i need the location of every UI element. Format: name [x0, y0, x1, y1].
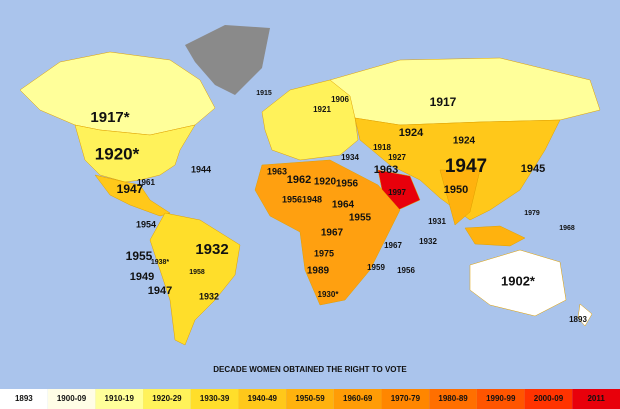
- legend-label: 1920-29: [152, 394, 182, 403]
- year-label: 1902*: [501, 273, 536, 288]
- legend-swatch: [0, 389, 48, 409]
- year-label: 1967: [321, 228, 344, 239]
- year-label: 1906: [331, 95, 349, 104]
- year-label: 1948: [302, 194, 322, 204]
- legend-label: 1893: [15, 394, 33, 403]
- legend-label: 1990-99: [486, 394, 516, 403]
- year-label: 1920: [314, 177, 337, 188]
- year-label: 1917: [430, 95, 457, 109]
- year-label: 1997: [388, 188, 406, 197]
- year-label: 1963: [267, 166, 287, 176]
- legend-label: 1940-49: [248, 394, 278, 403]
- year-label: 1950: [444, 184, 468, 196]
- legend-label: 1930-39: [200, 394, 230, 403]
- year-label: 1956: [397, 266, 415, 275]
- legend-label: 2011: [587, 394, 605, 403]
- year-label: 1947: [445, 156, 487, 177]
- year-label: 1932: [199, 291, 219, 301]
- greenland: [185, 25, 270, 95]
- year-label: 1930*: [318, 290, 340, 299]
- year-label: 1924: [399, 127, 424, 139]
- legend-swatch: [47, 389, 96, 409]
- legend-swatch: [572, 389, 620, 409]
- legend-swatch: [429, 389, 477, 409]
- legend-swatch: [238, 389, 287, 409]
- legend-label: 2000-09: [534, 394, 564, 403]
- asia: [354, 117, 561, 221]
- year-label: 1921: [313, 105, 331, 114]
- central-america: [94, 174, 171, 217]
- year-label: 1893: [569, 315, 587, 324]
- year-label: 1915: [256, 90, 272, 97]
- year-label: 1961: [137, 178, 155, 187]
- year-label: 1944: [191, 164, 211, 174]
- africa: [254, 159, 401, 306]
- legend-swatch: [286, 389, 334, 409]
- year-label: 1955: [126, 249, 153, 263]
- year-label: 1949: [130, 271, 154, 283]
- year-label: 1932: [419, 237, 437, 246]
- year-label: 1927: [388, 153, 406, 162]
- year-label: 1917*: [90, 109, 129, 126]
- legend: 1893 1900-09 1910-19 1920-29 1930-39 1940-49 1…: [0, 389, 620, 409]
- year-labels: 1917* 1920* 1947 1932 1955 1949 1947 193…: [90, 90, 587, 324]
- year-label: 1958: [189, 269, 205, 276]
- map-title: DECADE WOMEN OBTAINED THE RIGHT TO VOTE: [213, 365, 407, 374]
- year-label: 1945: [521, 163, 545, 175]
- year-label: 1947: [148, 285, 172, 297]
- legend-swatch: [143, 389, 191, 409]
- legend-label: 1980-89: [438, 394, 468, 403]
- legend-label: 1960-69: [343, 394, 373, 403]
- year-label: 1959: [367, 263, 385, 272]
- year-label: 1989: [307, 266, 330, 277]
- year-label: 1968: [559, 225, 575, 232]
- legend-swatch: [381, 389, 430, 409]
- canada: [19, 51, 216, 136]
- arabia: [377, 169, 421, 211]
- australia: [469, 249, 567, 317]
- legend-label: 1900-09: [57, 394, 87, 403]
- year-label: 1932: [195, 241, 228, 258]
- year-label: 1962: [287, 174, 311, 186]
- south-america: [149, 212, 241, 346]
- year-label: 1967: [384, 241, 402, 250]
- year-label: 1956: [282, 194, 302, 204]
- year-label: 1920*: [95, 144, 140, 163]
- legend-swatch: [524, 389, 573, 409]
- year-label: 1956: [336, 179, 359, 190]
- year-label: 1931: [428, 217, 446, 226]
- year-label: 1954: [136, 219, 156, 229]
- legend-swatch: [476, 389, 525, 409]
- year-label: 1918: [373, 143, 391, 152]
- europe: [261, 79, 359, 161]
- southeast-asia-islands: [464, 225, 526, 247]
- land-masses: [19, 25, 601, 346]
- legend-label: 1970-79: [391, 394, 421, 403]
- legend-swatch: [95, 389, 144, 409]
- united-states: [74, 124, 196, 183]
- year-label: 1963: [374, 164, 398, 176]
- india: [439, 169, 481, 226]
- legend-label: 1910-19: [105, 394, 135, 403]
- new-zealand: [577, 303, 593, 327]
- year-label: 1924: [453, 136, 476, 147]
- year-label: 1964: [332, 200, 355, 211]
- year-label: 1979: [524, 210, 540, 217]
- legend-swatch: [333, 389, 382, 409]
- year-label: 1938*: [151, 259, 170, 266]
- legend-swatch: [190, 389, 239, 409]
- year-label: 1934: [341, 153, 359, 162]
- year-label: 1947: [117, 182, 144, 196]
- legend-label: 1950-59: [295, 394, 325, 403]
- year-label: 1975: [314, 248, 334, 258]
- year-label: 1955: [349, 213, 372, 224]
